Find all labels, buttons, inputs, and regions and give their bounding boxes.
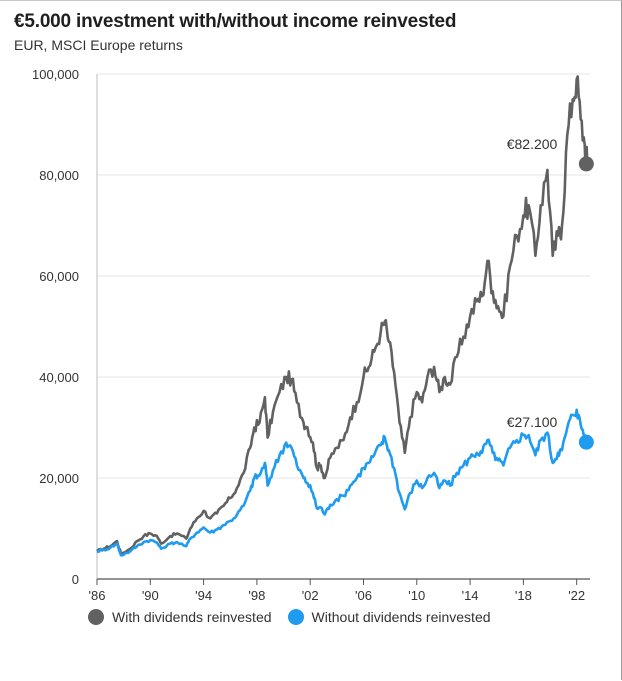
end-label-with-dividends: €82.200 [507,136,558,152]
end-marker-without-dividends [578,434,594,450]
series-lines [96,75,589,557]
x-tick-label-1998: '98 [248,588,265,603]
end-markers: €82.200 €27.100 [507,136,594,450]
legend-item-without-dividends: Without dividends reinvested [287,609,491,625]
y-tick-label-100000: 100,000 [32,67,79,82]
end-label-without-dividends: €27.100 [507,414,558,430]
end-marker-with-dividends [578,156,594,172]
x-tick-label-1990: '90 [142,588,159,603]
series-line-with-dividends [96,75,589,556]
chart-subtitle: EUR, MSCI Europe returns [14,37,183,53]
legend-item-with-dividends: With dividends reinvested [88,609,272,625]
y-tick-label-80000: 80,000 [39,168,79,183]
chart-title: €5.000 investment with/without income re… [14,11,457,32]
legend: With dividends reinvested Without divide… [88,609,507,625]
x-tick-label-1994: '94 [195,588,212,603]
y-tick-label-60000: 60,000 [39,269,79,284]
axes: 0 20,000 40,000 60,000 80,000 100,000 '86 '90 '9… [32,67,590,603]
y-tick-label-20000: 20,000 [39,471,79,486]
legend-label-with-dividends: With dividends reinvested [112,609,272,625]
x-tick-label-2006: '06 [355,588,372,603]
x-tick-label-2018: '18 [515,588,532,603]
legend-label-without-dividends: Without dividends reinvested [311,609,491,625]
x-tick-label-2002: '02 [302,588,319,603]
series-line-without-dividends [96,408,589,557]
x-tick-label-2010: '10 [408,588,425,603]
x-tick-label-2022: '22 [568,588,585,603]
x-tick-label-2014: '14 [462,588,479,603]
legend-swatch-with-dividends [88,609,104,625]
x-tick-label-1986: '86 [89,588,106,603]
legend-swatch-without-dividends [287,609,304,625]
y-tick-label-0: 0 [72,572,79,587]
y-tick-label-40000: 40,000 [39,370,79,385]
